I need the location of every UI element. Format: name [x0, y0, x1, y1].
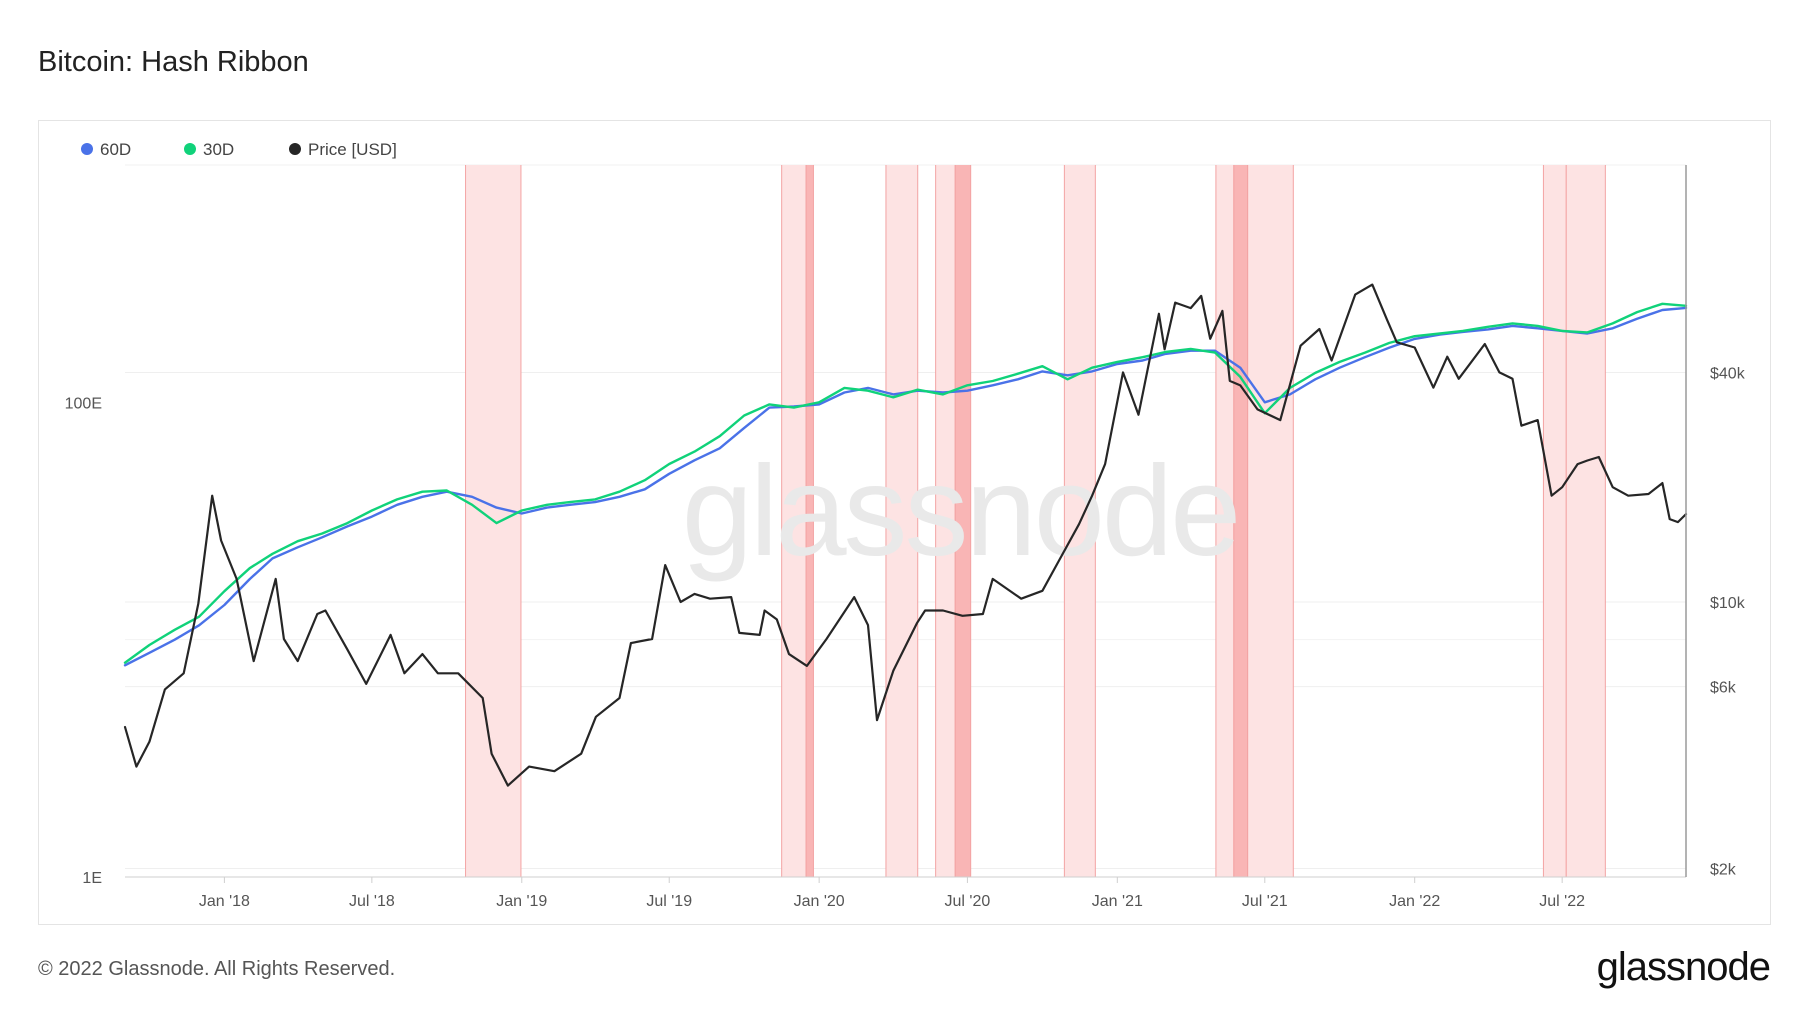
chart-title: Bitcoin: Hash Ribbon	[38, 46, 309, 78]
capitulation-band	[935, 165, 956, 877]
legend-marker	[184, 143, 196, 155]
capitulation-band	[1247, 165, 1294, 877]
y-right-tick-label: $6k	[1710, 680, 1737, 697]
capitulation-band	[806, 165, 814, 877]
y-right-tick-label: $2k	[1710, 862, 1737, 879]
y-left-tick-label: 100E	[65, 395, 102, 412]
series-lines	[123, 283, 1688, 787]
x-tick-label: Jul '22	[1539, 893, 1585, 910]
capitulation-band	[1566, 165, 1606, 877]
x-tick-label: Jul '18	[349, 893, 395, 910]
capitulation-band	[885, 165, 918, 877]
legend-label: 30D	[203, 140, 234, 159]
watermark-text: glassnode	[682, 440, 1239, 583]
y-right-tick-label: $10k	[1710, 595, 1746, 612]
legend: 60D 30D Price [USD]	[81, 140, 397, 159]
y-left-tick-label: 1E	[82, 870, 102, 887]
x-tick-label: Jan '22	[1389, 893, 1440, 910]
legend-label: 60D	[100, 140, 131, 159]
x-tick-label: Jan '18	[199, 893, 250, 910]
y-right-tick-label: $40k	[1710, 365, 1746, 382]
x-tick-label: Jan '19	[496, 893, 547, 910]
x-tick-label: Jul '21	[1242, 893, 1288, 910]
series-line-30d	[123, 302, 1688, 664]
capitulation-band	[1215, 165, 1234, 877]
capitulation-band	[781, 165, 807, 877]
x-tick-label: Jan '20	[794, 893, 845, 910]
axes: Jan '18 Jul '18 Jan '19 Jul '19 Jan '20 Jul '…	[65, 165, 1746, 910]
legend-marker	[289, 143, 301, 155]
copyright-text: © 2022 Glassnode. All Rights Reserved.	[38, 958, 396, 980]
capitulation-band	[1543, 165, 1567, 877]
series-line-price-usd	[123, 283, 1688, 787]
glassnode-logo: glassnode	[1596, 945, 1771, 989]
chart-frame	[38, 120, 1771, 925]
legend-marker	[81, 143, 93, 155]
x-tick-label: Jul '20	[945, 893, 991, 910]
capitulation-band	[1233, 165, 1248, 877]
x-tick-label: Jul '19	[646, 893, 692, 910]
capitulation-bands	[465, 165, 1606, 877]
legend-label: Price [USD]	[308, 140, 397, 159]
capitulation-band	[955, 165, 971, 877]
x-tick-label: Jan '21	[1092, 893, 1143, 910]
